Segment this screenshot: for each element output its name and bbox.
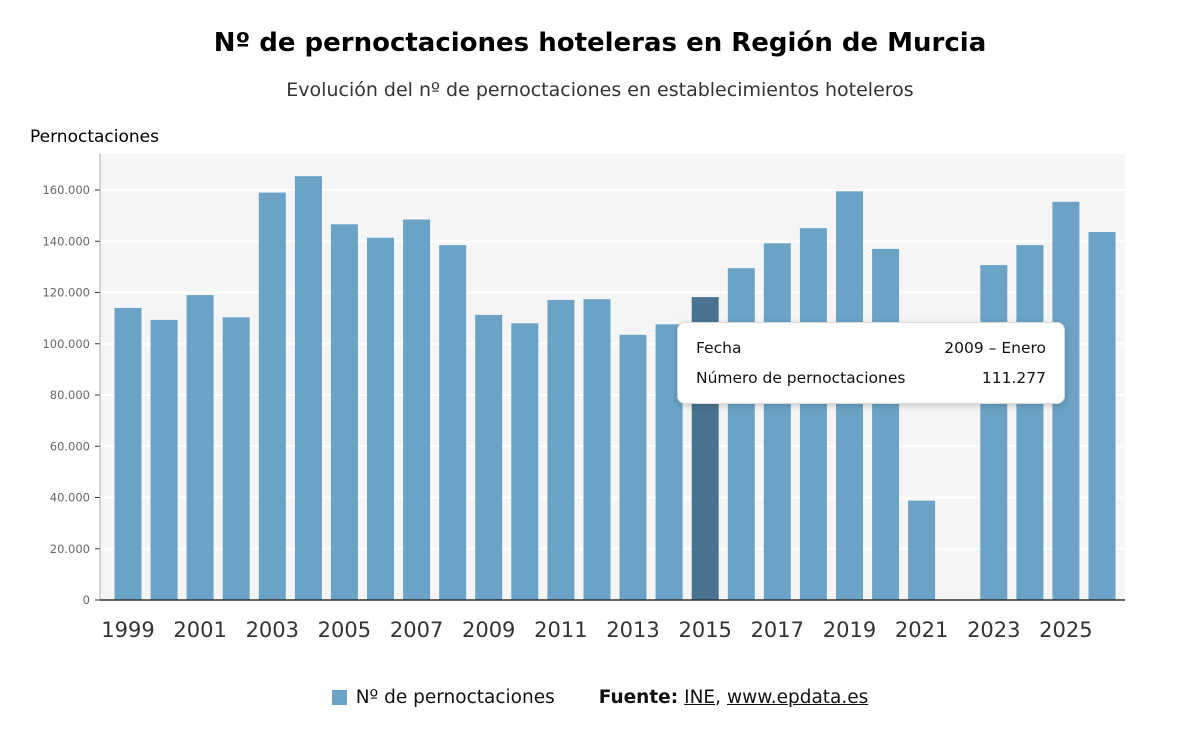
bar-2016[interactable]: [727, 268, 755, 600]
x-tick-label-2007: 2007: [390, 618, 443, 642]
source-separator: ,: [715, 687, 722, 708]
bar-1999[interactable]: [114, 307, 142, 600]
x-tick-label-2017: 2017: [751, 618, 804, 642]
bar-2017[interactable]: [763, 243, 791, 601]
y-tick-label: 20.000: [50, 542, 90, 556]
bar-2023[interactable]: [980, 265, 1008, 600]
bar-2007[interactable]: [403, 219, 431, 601]
legend-swatch: [331, 690, 347, 705]
x-tick-label-2003: 2003: [246, 618, 299, 642]
tooltip-row: Fecha 2009 – Enero: [696, 336, 1046, 360]
bar-2009[interactable]: [475, 314, 503, 600]
source-link-epdata[interactable]: www.epdata.es: [727, 687, 869, 708]
legend-row: Nº de pernoctaciones Fuente: INE, www.ep…: [0, 687, 1200, 708]
tooltip-label-fecha: Fecha: [696, 339, 742, 357]
bar-2012[interactable]: [583, 299, 611, 600]
bar-2003[interactable]: [258, 192, 286, 600]
x-tick-label-2025: 2025: [1039, 618, 1092, 642]
y-tick-label: 60.000: [50, 439, 90, 453]
tooltip: Fecha 2009 – Enero Número de pernoctacio…: [677, 322, 1065, 404]
bar-2010[interactable]: [511, 323, 539, 601]
y-tick-label: 160.000: [42, 183, 90, 197]
y-tick-label: 140.000: [42, 234, 90, 248]
bar-2008[interactable]: [439, 245, 467, 600]
legend-label: Nº de pernoctaciones: [355, 687, 555, 708]
source-link-ine[interactable]: INE: [684, 687, 716, 708]
bar-2020[interactable]: [872, 248, 900, 600]
bar-2018[interactable]: [799, 228, 827, 600]
bar-2011[interactable]: [547, 299, 575, 600]
tooltip-value-pernoctaciones: 111.277: [981, 369, 1046, 387]
x-tick-label-2001: 2001: [173, 618, 226, 642]
y-tick-label: 100.000: [42, 337, 90, 351]
x-tick-label-2005: 2005: [318, 618, 371, 642]
chart-title: Nº de pernoctaciones hoteleras en Región…: [213, 28, 987, 58]
tooltip-value-fecha: 2009 – Enero: [944, 339, 1046, 357]
x-tick-label-2009: 2009: [462, 618, 515, 642]
x-tick-label-2015: 2015: [678, 618, 731, 642]
bar-2026[interactable]: [1088, 232, 1116, 600]
bar-2005[interactable]: [330, 224, 358, 601]
source-line: Fuente: INE, www.epdata.es: [599, 687, 869, 708]
x-tick-label-2013: 2013: [606, 618, 659, 642]
tooltip-row: Número de pernoctaciones 111.277: [696, 366, 1046, 390]
bar-2013[interactable]: [619, 334, 647, 600]
x-tick-label-2021: 2021: [895, 618, 948, 642]
y-tick-label: 120.000: [42, 286, 90, 300]
bar-2002[interactable]: [222, 317, 250, 600]
bar-2021[interactable]: [908, 500, 936, 600]
source-prefix: Fuente:: [598, 687, 679, 708]
bar-2000[interactable]: [150, 319, 178, 600]
bar-chart[interactable]: 0 20.000 40.000 60.000 80.000 100.000 120.000 1…: [0, 148, 1200, 660]
y-axis-title: Pernoctaciones: [30, 127, 159, 147]
y-tick-label: 80.000: [50, 388, 90, 402]
x-tick-label-1999: 1999: [101, 618, 154, 642]
y-tick-label: 0: [83, 593, 90, 607]
bar-2006[interactable]: [367, 237, 394, 600]
x-tick-label-2023: 2023: [967, 618, 1020, 642]
chart-area[interactable]: 0 20.000 40.000 60.000 80.000 100.000 120.000 1…: [0, 148, 1200, 660]
bar-2024[interactable]: [1016, 245, 1044, 600]
chart-subtitle: Evolución del nº de pernoctaciones en es…: [286, 79, 914, 101]
bar-2004[interactable]: [294, 176, 322, 600]
x-tick-label-2019: 2019: [823, 618, 876, 642]
bar-2001[interactable]: [186, 295, 214, 600]
legend-item: Nº de pernoctaciones: [331, 687, 555, 708]
y-tick-label: 40.000: [50, 491, 90, 505]
tooltip-label-pernoctaciones: Número de pernoctaciones: [696, 369, 906, 387]
x-tick-label-2011: 2011: [534, 618, 587, 642]
